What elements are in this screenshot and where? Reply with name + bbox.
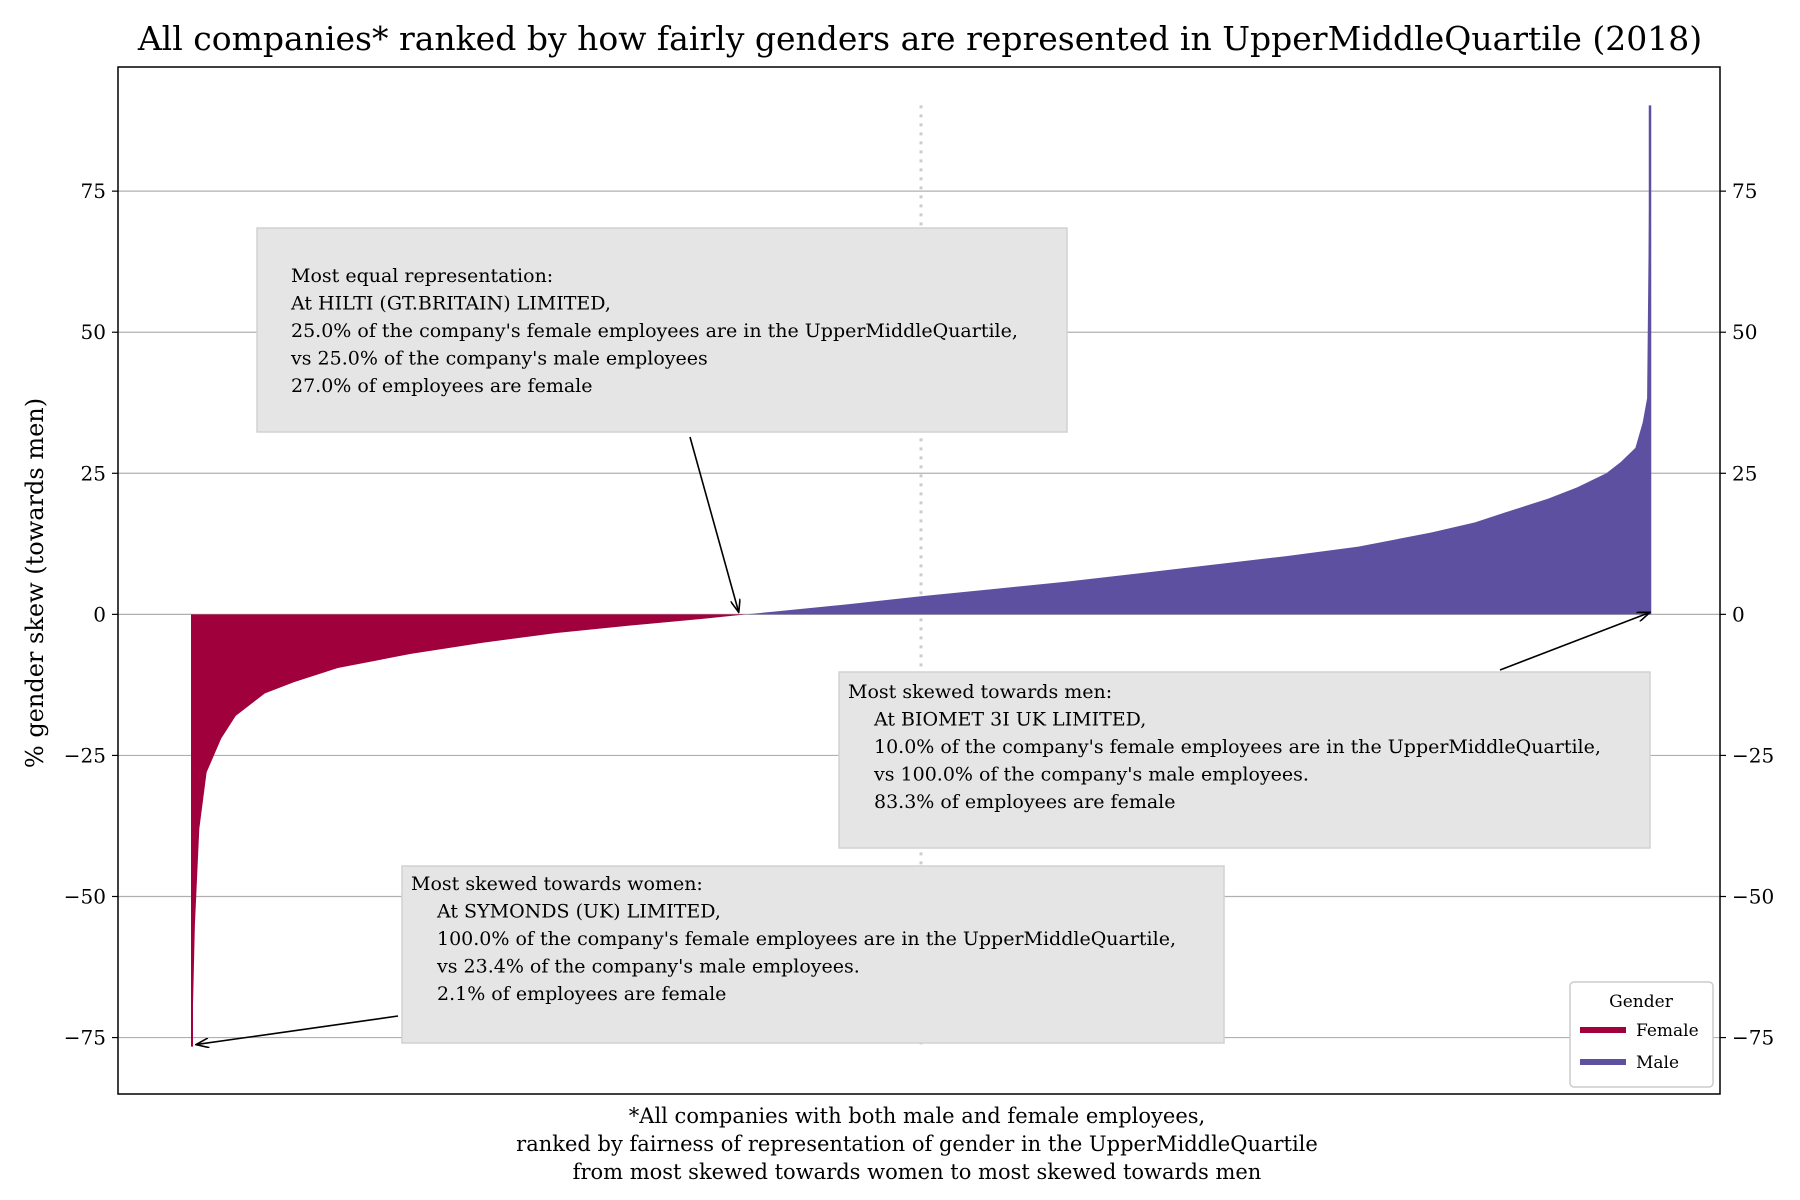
caption-line: *All companies with both male and female…: [629, 1104, 1205, 1128]
annotation-line: 2.1% of employees are female: [437, 983, 726, 1005]
y-tick-label-right: −50: [1732, 885, 1774, 909]
y-tick-label-left: 75: [81, 179, 106, 203]
annotation-box: [838, 671, 1651, 849]
caption-line: from most skewed towards women to most s…: [573, 1160, 1262, 1184]
annotations: Most equal representation: At HILTI (GT.B…: [196, 227, 1651, 1045]
annotation-2: Most skewed towards men: At BIOMET 3I UK …: [838, 612, 1651, 849]
area-series: [191, 105, 1652, 1047]
annotation-line: Most skewed towards women:: [411, 873, 703, 895]
y-tick-label-left: −75: [64, 1026, 106, 1050]
annotation-line: 10.0% of the company's female employees …: [874, 736, 1601, 758]
y-tick-label-right: −25: [1732, 743, 1774, 767]
caption: *All companies with both male and female…: [516, 1104, 1318, 1184]
annotation-line: Most equal representation:: [291, 265, 553, 287]
plot-frame: [117, 66, 1721, 1095]
annotation-line: 25.0% of the company's female employees …: [291, 320, 1018, 342]
annotation-line: vs 23.4% of the company's male employees…: [436, 956, 860, 978]
legend-label-female: Female: [1636, 1021, 1699, 1041]
annotation-box: [256, 227, 1068, 433]
annotation-line: 83.3% of employees are female: [874, 791, 1176, 813]
area-female: [192, 614, 747, 1047]
y-tick-label-right: 75: [1732, 179, 1757, 203]
annotation-line: At SYMONDS (UK) LIMITED,: [436, 901, 721, 923]
chart-title: All companies* ranked by how fairly gend…: [137, 19, 1702, 58]
annotation-line: vs 100.0% of the company's male employee…: [873, 764, 1309, 786]
y-tick-label-left: −50: [64, 885, 106, 909]
annotation-line: 27.0% of employees are female: [291, 375, 593, 397]
annotation-3: Most skewed towards women: At SYMONDS (UK…: [196, 865, 1225, 1045]
legend-title: Gender: [1609, 992, 1674, 1012]
y-tick-label-left: 50: [81, 320, 106, 344]
annotation-line: At HILTI (GT.BRITAIN) LIMITED,: [290, 293, 611, 315]
legend-label-male: Male: [1636, 1053, 1679, 1073]
legend: Gender Female Male: [1569, 981, 1714, 1088]
annotation-arrow: [196, 1015, 399, 1045]
y-ticks-left: −75 −50 −25 0 25 50 75: [64, 179, 118, 1050]
y-tick-label-left: 25: [81, 461, 106, 485]
y-ticks-right: −75 −50 −25 0 25 50 75: [1720, 179, 1774, 1050]
annotation-line: At BIOMET 3I UK LIMITED,: [873, 709, 1146, 731]
annotation-arrow: [689, 436, 739, 612]
y-tick-label-right: −75: [1732, 1026, 1774, 1050]
annotation-line: vs 25.0% of the company's male employees: [290, 348, 708, 370]
annotation-arrow: [1499, 612, 1650, 671]
caption-line: ranked by fairness of representation of …: [516, 1132, 1318, 1156]
annotation-line: 100.0% of the company's female employees…: [437, 928, 1176, 950]
y-axis-label: % gender skew (towards men): [21, 398, 49, 768]
y-tick-label-right: 0: [1732, 602, 1745, 626]
annotation-1: Most equal representation: At HILTI (GT.B…: [256, 227, 1068, 612]
annotation-line: Most skewed towards men:: [848, 681, 1112, 703]
y-tick-label-left: 0: [93, 602, 106, 626]
y-tick-label-right: 25: [1732, 461, 1757, 485]
area-male: [746, 105, 1650, 615]
y-tick-label-right: 50: [1732, 320, 1757, 344]
y-tick-label-left: −25: [64, 743, 106, 767]
annotation-box: [401, 865, 1225, 1044]
